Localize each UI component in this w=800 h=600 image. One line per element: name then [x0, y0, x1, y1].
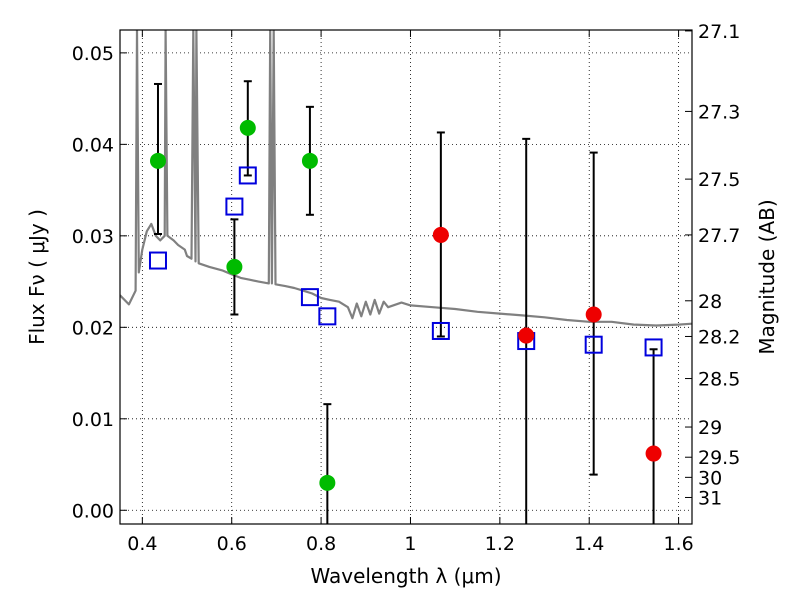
red-data-point — [645, 445, 662, 462]
plot-frame — [119, 29, 693, 525]
grid-lines — [120, 30, 692, 524]
right-tick-label: 31 — [698, 487, 722, 509]
right-tick-label: 27.7 — [698, 225, 740, 247]
right-tick-label: 27.1 — [698, 21, 740, 43]
y-tick-label: 0.00 — [72, 500, 114, 522]
model-photometry-square — [318, 307, 337, 326]
model-photometry-square — [238, 166, 257, 185]
y-tick-label: 0.02 — [72, 317, 114, 339]
right-tick-label: 30 — [698, 467, 722, 489]
y-tick-label: 0.03 — [72, 226, 114, 248]
model-spectrum-line — [120, 30, 692, 327]
right-tick-label: 28 — [698, 291, 722, 313]
model-photometry-square — [225, 197, 244, 216]
right-tick-label: 27.3 — [698, 101, 740, 123]
green-data-point — [301, 152, 318, 169]
plot-data — [120, 30, 692, 524]
right-tick-label: 29.5 — [698, 447, 740, 469]
right-tick-label: 28.5 — [698, 369, 740, 391]
right-tick-label: 27.5 — [698, 169, 740, 191]
x-tick-label: 0.4 — [127, 533, 157, 555]
x-tick-label: 1 — [404, 533, 416, 555]
model-photometry-square — [584, 335, 603, 354]
green-data-point — [239, 119, 256, 136]
red-data-point — [518, 327, 535, 344]
y-tick-label: 0.04 — [72, 134, 114, 156]
model-photometry-square — [300, 288, 319, 307]
right-tick-label: 29 — [698, 417, 722, 439]
red-data-point — [432, 226, 449, 243]
green-data-point — [319, 474, 336, 491]
y-tick-label: 0.01 — [72, 409, 114, 431]
x-axis-label: Wavelength λ (μm) — [310, 564, 501, 588]
x-tick-label: 1.6 — [663, 533, 693, 555]
model-photometry-square — [431, 321, 450, 340]
right-tick-label: 28.2 — [698, 326, 740, 348]
axis-ticks: 0.4 0.6 0.8 1 1.2 1.4 1.6 0.00 0.01 0.02 0.03 0.04 0… — [72, 21, 741, 555]
x-tick-label: 1.2 — [485, 533, 515, 555]
model-photometry-square — [644, 338, 663, 357]
x-tick-label: 0.8 — [306, 533, 336, 555]
y-tick-label: 0.05 — [72, 43, 114, 65]
green-data-point — [226, 258, 243, 275]
y-axis-label: Flux Fν ( μJy ) — [25, 209, 49, 345]
red-data-point — [585, 306, 602, 323]
x-tick-label: 1.4 — [574, 533, 604, 555]
x-tick-label: 0.6 — [217, 533, 247, 555]
green-data-point — [149, 152, 166, 169]
right-axis-label: Magnitude (AB) — [755, 199, 779, 354]
model-photometry-square — [148, 251, 167, 270]
